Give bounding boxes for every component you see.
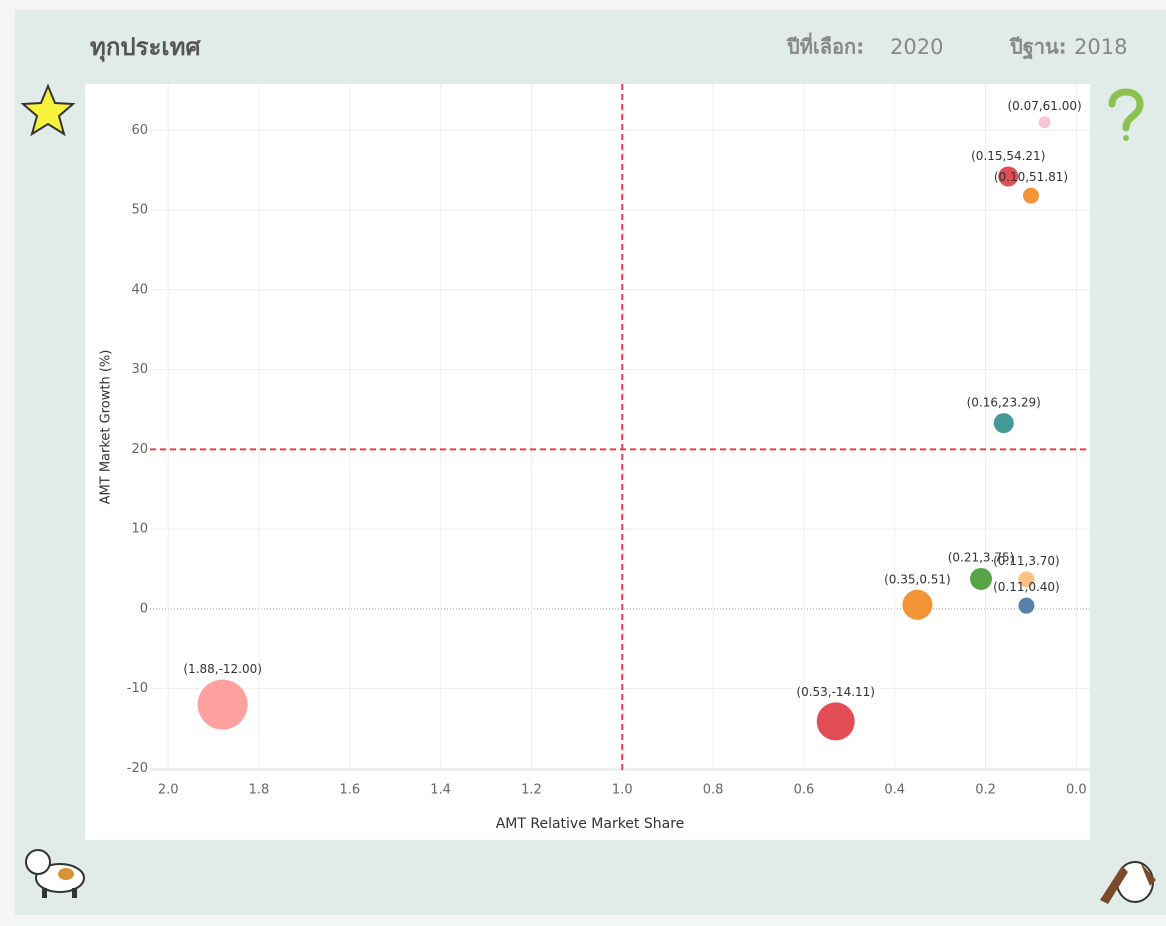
bubble	[816, 702, 855, 741]
x-axis-title: AMT Relative Market Share	[496, 816, 685, 832]
selected-label: ปีที่เลือก:	[786, 32, 864, 59]
x-tick-label: 1.0	[612, 783, 633, 798]
x-tick-label: 0.0	[1066, 783, 1087, 798]
cow-icon	[25, 849, 85, 898]
y-tick-label: 60	[131, 123, 148, 138]
base-label: ปีฐาน:	[1009, 35, 1067, 61]
data-label: (0.10,51.81)	[994, 170, 1068, 184]
plot-background	[85, 84, 1090, 840]
x-tick-label: 0.6	[794, 783, 815, 798]
y-tick-label: 20	[131, 442, 148, 457]
x-tick-label: 0.4	[884, 783, 905, 798]
bubble	[993, 413, 1014, 434]
y-axis-title: AMT Market Growth (%)	[99, 350, 114, 505]
x-tick-label: 1.6	[339, 783, 360, 798]
y-tick-label: 0	[140, 601, 148, 616]
dog-icon	[1100, 861, 1156, 904]
help-icon[interactable]	[1108, 88, 1144, 141]
data-label: (0.53,-14.11)	[796, 685, 875, 699]
title: ทุกประเทศ	[90, 33, 201, 63]
bubble	[1022, 187, 1039, 204]
bubble	[970, 567, 993, 590]
bubble	[998, 166, 1019, 187]
x-tick-label: 0.2	[975, 783, 996, 798]
y-tick-label: 40	[131, 282, 148, 297]
selected-year: 2020	[890, 35, 943, 59]
bubble	[197, 679, 248, 730]
data-label: (0.15,54.21)	[971, 149, 1045, 163]
data-label: (0.35,0.51)	[884, 572, 951, 586]
bubble	[902, 589, 933, 620]
x-tick-label: 2.0	[158, 783, 179, 798]
data-label: (0.07,61.00)	[1007, 99, 1081, 113]
x-tick-label: 1.8	[249, 783, 270, 798]
x-tick-label: 0.8	[703, 783, 724, 798]
bubble	[1038, 116, 1051, 129]
data-label: (0.21,3.75)	[948, 550, 1015, 564]
base-year: 2018	[1074, 35, 1127, 59]
star-icon	[20, 83, 76, 137]
x-tick-label: 1.2	[521, 783, 542, 798]
x-tick-label: 1.4	[430, 783, 451, 798]
bubble	[1018, 571, 1035, 588]
y-tick-label: -10	[127, 681, 148, 696]
bubble	[1018, 597, 1035, 614]
data-label: (0.16,23.29)	[967, 396, 1041, 410]
data-label: (1.88,-12.00)	[183, 662, 262, 676]
y-tick-label: 10	[131, 522, 148, 537]
data-label: (0.11,0.40)	[993, 580, 1060, 594]
data-label: (0.11,3.70)	[993, 554, 1060, 568]
y-tick-label: -20	[127, 761, 148, 776]
y-tick-label: 30	[131, 362, 148, 377]
y-tick-label: 50	[131, 203, 148, 218]
